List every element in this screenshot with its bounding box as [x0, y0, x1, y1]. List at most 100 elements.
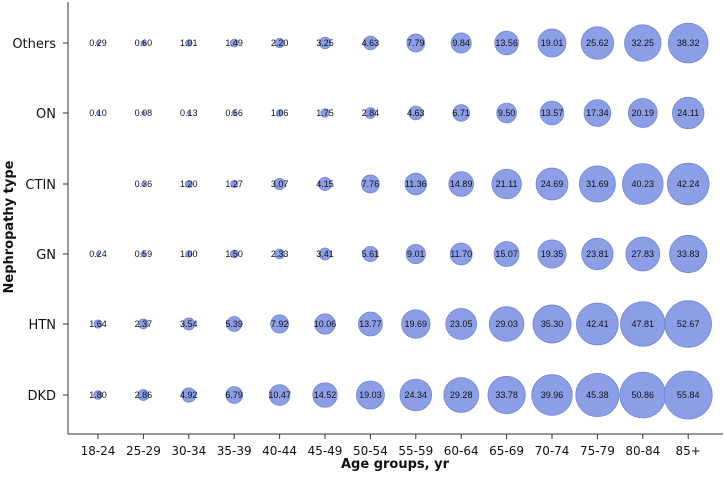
bubble-value-label: 55.84	[677, 390, 700, 400]
bubble	[493, 241, 520, 267]
bubble	[583, 99, 612, 127]
bubble	[320, 108, 330, 118]
bubble-value-label: 9.50	[498, 108, 516, 118]
bubble	[96, 111, 101, 116]
x-tick-label: 55-59	[398, 444, 433, 458]
bubble	[231, 110, 238, 116]
x-tick-label: 65-69	[489, 444, 524, 458]
bubble-value-label: 13.77	[359, 319, 382, 329]
bubble-value-label: 32.25	[632, 38, 655, 48]
bubble-value-label: 23.81	[586, 249, 609, 259]
bubble	[274, 37, 285, 49]
y-tick-label: ON	[36, 107, 56, 122]
bubble	[452, 104, 470, 122]
bubble-value-label: 1.20	[180, 179, 198, 189]
bubble	[229, 38, 239, 48]
bubble-value-label: 20.19	[632, 108, 655, 118]
bubble	[268, 384, 291, 406]
x-tick-label: 85+	[676, 444, 701, 458]
bubble	[361, 174, 380, 194]
bubble-value-label: 4.63	[362, 38, 380, 48]
bubble	[537, 28, 567, 58]
bubble	[318, 36, 332, 50]
bubble	[141, 181, 146, 187]
x-tick-label: 18-24	[81, 444, 116, 458]
bubble-value-label: 1.50	[225, 249, 243, 259]
bubble	[404, 172, 428, 196]
bubble-value-label: 0.24	[89, 249, 107, 259]
x-tick-label: 45-49	[308, 444, 343, 458]
bubble	[667, 22, 709, 64]
bubble	[581, 237, 614, 271]
bubble-value-label: 14.89	[450, 179, 473, 189]
bubble	[312, 382, 338, 408]
bubble-value-label: 50.86	[632, 390, 655, 400]
bubble-value-label: 13.57	[541, 108, 564, 118]
bubble	[578, 165, 616, 203]
bubble-value-label: 17.34	[586, 108, 609, 118]
bubble-value-label: 0.59	[135, 249, 153, 259]
bubble-value-label: 1.06	[271, 108, 289, 118]
bubble	[669, 234, 708, 274]
bubble	[672, 96, 705, 130]
bubble-value-label: 10.06	[314, 319, 337, 329]
bubble-value-label: 5.39	[225, 319, 243, 329]
bubble-value-label: 0.60	[135, 38, 153, 48]
bubble	[664, 300, 712, 348]
bubble	[230, 179, 239, 189]
bubble-value-label: 11.36	[405, 179, 427, 189]
bubble-value-label: 0.10	[89, 108, 107, 118]
bubble-value-label: 10.47	[268, 390, 291, 400]
x-tick-label: 25-29	[126, 444, 161, 458]
bubble	[491, 168, 522, 200]
x-axis-title: Age groups, yr	[341, 457, 450, 472]
bubble	[225, 386, 243, 404]
bubble-value-label: 47.81	[632, 319, 655, 329]
bubble-value-label: 31.69	[586, 179, 609, 189]
bubble-value-label: 7.92	[271, 319, 289, 329]
bubble-value-label: 9.01	[407, 249, 425, 259]
bubble	[182, 317, 196, 331]
bubble	[539, 100, 565, 126]
bubble-value-label: 3.25	[316, 38, 334, 48]
bubble	[622, 163, 664, 205]
bubble-value-label: 6.79	[225, 390, 243, 400]
bubble-value-label: 0.29	[89, 38, 107, 48]
bubble-value-label: 52.67	[677, 319, 700, 329]
bubble-value-label: 13.56	[495, 38, 518, 48]
bubble-value-label: 4.63	[407, 108, 425, 118]
bubble-value-label: 23.05	[450, 319, 473, 329]
bubble-value-label: 1.27	[225, 179, 243, 189]
bubble	[364, 107, 377, 119]
bubble	[229, 249, 239, 259]
bubble	[624, 24, 662, 62]
bubble	[226, 316, 243, 332]
bubble-value-label: 1.49	[225, 38, 243, 48]
bubbles	[93, 22, 713, 420]
bubble-value-label: 24.69	[541, 179, 564, 189]
data-labels: 0.29 0.60 1.01 1.49 2.20 3.25 4.63 7.79 9.84 13.5…	[89, 38, 699, 400]
bubble-value-label: 21.11	[496, 179, 518, 189]
bubble-value-label: 19.69	[405, 319, 428, 329]
bubble	[405, 243, 426, 265]
bubble-value-label: 6.71	[452, 108, 470, 118]
bubble	[445, 308, 478, 340]
bubble	[531, 374, 573, 416]
y-tick-label: HTN	[29, 318, 56, 333]
bubble	[96, 251, 101, 256]
bubble	[275, 109, 284, 117]
bubble	[496, 102, 517, 124]
bubble	[362, 245, 379, 263]
bubble	[625, 236, 661, 272]
x-tick-label: 80-84	[625, 444, 660, 458]
bubble	[580, 26, 615, 60]
bubble-value-label: 0.56	[225, 108, 243, 118]
bubble	[408, 105, 424, 121]
bubble	[314, 313, 336, 335]
bubble	[137, 389, 150, 401]
bubble-value-label: 2.37	[135, 319, 153, 329]
bubble	[450, 32, 472, 54]
bubble-value-label: 2.86	[135, 390, 153, 400]
y-axis-title: Nephropathy type	[2, 160, 17, 293]
